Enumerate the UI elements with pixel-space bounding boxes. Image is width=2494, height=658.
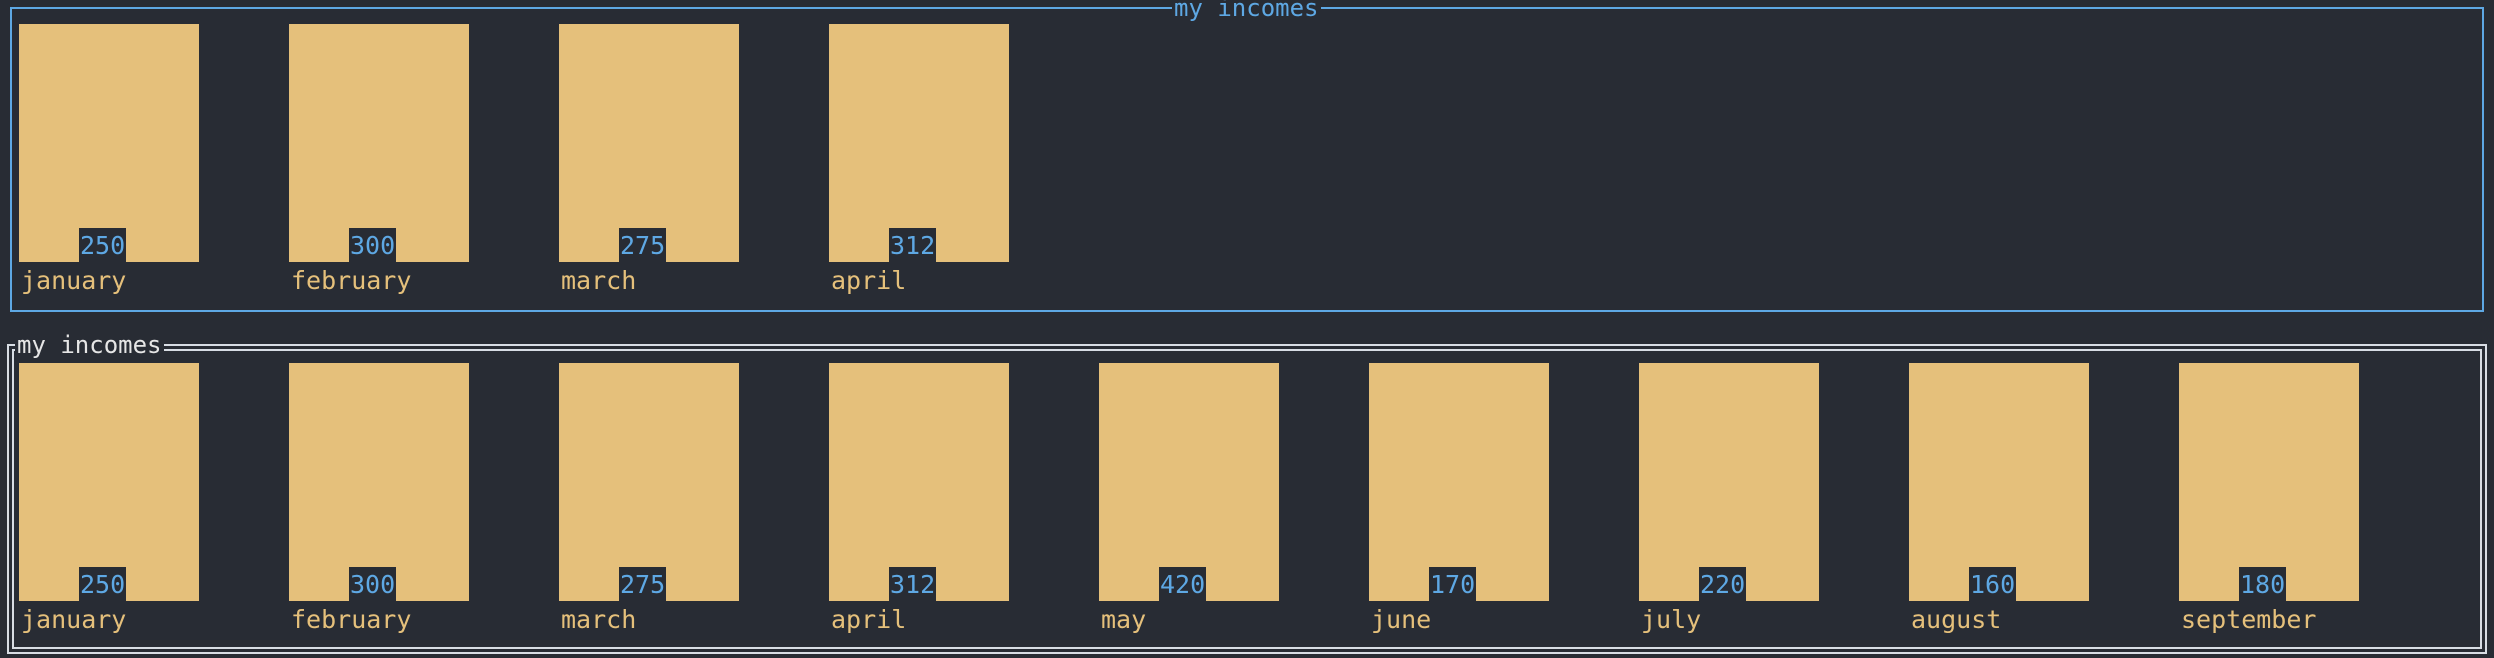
value-label: 220 [1700,570,1745,599]
category-label: january [21,266,126,295]
bar-group-march: 275 march [559,363,739,634]
value-label-bg [619,567,666,601]
category-label: february [291,266,411,295]
bar-group-july: 220 july [1639,363,1819,634]
value-label-bg [1159,567,1206,601]
category-label: july [1641,605,1701,634]
category-label: march [561,266,636,295]
value-label: 275 [620,570,665,599]
category-label: march [561,605,636,634]
bar-group-september: 180 september [2179,363,2359,634]
value-label: 170 [1430,570,1475,599]
value-label: 275 [620,231,665,260]
bar-group-april: 312 april [829,363,1009,634]
category-label: september [2181,605,2316,634]
bar-february [289,24,469,262]
value-label: 300 [350,231,395,260]
bar-group-january: 250 january [19,24,199,295]
bar-march [559,363,739,601]
value-label: 160 [1970,570,2015,599]
category-label: august [1911,605,2001,634]
value-label: 312 [890,231,935,260]
category-label: february [291,605,411,634]
bar-group-august: 160 august [1909,363,2089,634]
bar-april [829,24,1009,262]
bar-july [1639,363,1819,601]
bar-group-february: 300 february [289,24,469,295]
chart-title: my incomes [15,331,164,359]
bar-february [289,363,469,601]
bar-group-may: 420 may [1099,363,1279,634]
value-label-bg [79,228,126,262]
income-chart-panel-bottom: my incomes 250 january 300 february 275 march… [7,333,2487,654]
bar-january [19,363,199,601]
value-label-bg [619,228,666,262]
value-label-bg [1699,567,1746,601]
value-label-bg [889,228,936,262]
bar-september [2179,363,2359,601]
value-label: 250 [80,570,125,599]
value-label: 180 [2240,570,2285,599]
value-label-bg [1969,567,2016,601]
chart-title: my incomes [1172,0,1321,20]
bar-group-june: 170 june [1369,363,1549,634]
category-label: april [831,605,906,634]
bar-august [1909,363,2089,601]
bar-june [1369,363,1549,601]
category-label: january [21,605,126,634]
category-label: june [1371,605,1431,634]
bar-chart-bottom: 250 january 300 february 275 march 312 april 420… [19,363,2359,634]
bar-march [559,24,739,262]
bar-chart-top: 250 january 300 february 275 march 312 april [19,24,1009,295]
value-label-bg [79,567,126,601]
bar-group-april: 312 april [829,24,1009,295]
value-label-bg [2239,567,2286,601]
income-chart-panel-top: my incomes 250 january 300 february 275 march… [10,0,2484,312]
bar-group-february: 300 february [289,363,469,634]
bar-group-january: 250 january [19,363,199,634]
category-label: may [1101,605,1146,634]
value-label-bg [349,567,396,601]
bar-group-march: 275 march [559,24,739,295]
value-label-bg [349,228,396,262]
value-label: 312 [890,570,935,599]
value-label-bg [1429,567,1476,601]
category-label: april [831,266,906,295]
bar-may [1099,363,1279,601]
value-label: 300 [350,570,395,599]
bar-april [829,363,1009,601]
value-label-bg [889,567,936,601]
bar-january [19,24,199,262]
value-label: 420 [1160,570,1205,599]
value-label: 250 [80,231,125,260]
